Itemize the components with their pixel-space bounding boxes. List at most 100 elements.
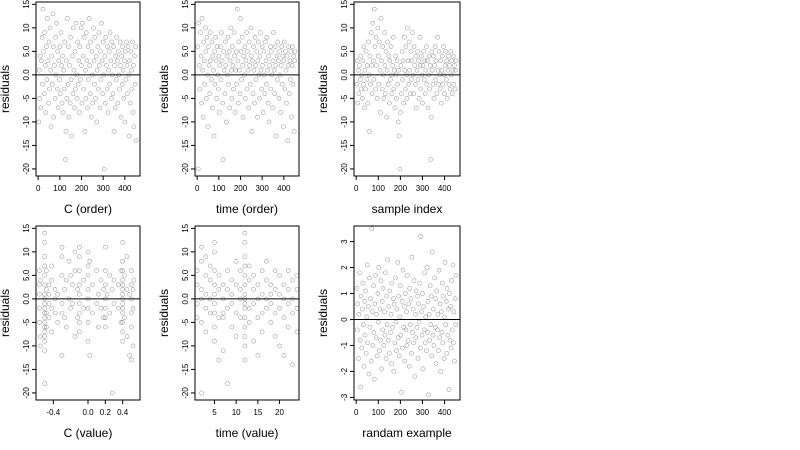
x-tick-label: 0.2 [100,408,112,417]
data-point [77,282,82,288]
data-point [444,286,450,291]
data-point [212,310,217,316]
data-point [52,296,58,302]
data-point [421,327,427,333]
data-point [119,81,125,87]
data-point [42,320,47,325]
data-point [195,166,201,172]
data-point [250,91,256,97]
data-point [259,291,265,297]
data-point [389,280,395,286]
data-point [55,49,60,54]
data-point [57,91,63,97]
data-point [111,44,116,49]
data-point [266,119,272,125]
data-point [443,322,448,327]
data-point [413,53,419,59]
data-point [74,96,80,101]
data-point [194,301,200,306]
data-point [427,86,432,92]
data-point [238,296,243,302]
data-point [404,72,409,78]
data-point [355,327,360,333]
data-point [380,286,386,291]
data-point [54,86,60,92]
data-point [399,91,404,97]
data-point [46,315,52,321]
y-tick-label: 0.0 [22,293,31,305]
data-point [205,124,211,129]
data-point [258,30,263,35]
y-tick-label: 1 [340,291,349,296]
x-tick-label: 0 [36,184,41,193]
data-point [415,293,420,299]
data-point [290,296,295,302]
scatter-panel: -20 -15 -10 -5 0.0 5.0 10 15 -0.4 0.0 0.2 0.4 C (val… [0,223,141,440]
data-point [415,356,421,361]
data-point [80,20,85,26]
data-point [105,44,110,49]
data-point [216,315,222,321]
data-point [203,329,209,335]
data-point [439,67,445,73]
data-point [382,63,388,68]
data-point [244,86,250,92]
data-point [232,110,238,115]
scatter-panel: -20 -15 -10 -5 0.0 5.0 10 15 0 100 200 300 400 sample… [316,0,461,216]
y-tick-label: 15 [22,0,31,9]
data-point [49,329,54,335]
data-point [253,63,258,68]
data-point [398,110,403,115]
data-point [229,96,235,101]
data-point [223,39,228,45]
data-point [44,324,49,330]
data-point [360,96,365,101]
data-point [431,306,436,312]
data-point [419,72,425,78]
data-point [94,268,99,273]
data-point [96,291,101,297]
data-point [277,343,282,349]
y-tick-label: -5 [22,94,31,102]
data-point [42,381,47,386]
x-tick-label: 0.0 [82,408,94,417]
data-point [369,63,374,68]
data-point [70,53,75,59]
data-point [292,58,297,64]
data-point [451,53,456,59]
data-point [425,299,431,304]
x-tick-label: 10 [232,408,241,417]
data-point [86,16,92,21]
data-point [77,310,82,316]
data-point [294,329,300,335]
data-point [122,58,127,64]
data-point [242,296,248,302]
data-point [357,270,362,276]
data-point [59,353,65,358]
data-point [369,309,375,315]
data-point [78,77,83,82]
data-point [396,67,401,73]
data-point [199,244,204,250]
data-point [224,119,229,125]
data-point [371,77,377,82]
data-point [60,110,66,115]
data-point [294,287,300,292]
data-point [277,49,282,54]
data-point [374,63,379,68]
data-point [98,77,104,82]
data-point [225,72,230,78]
data-point [195,44,201,49]
data-point [75,39,80,45]
scatter-panel: -3 -2 -1 0 1 2 3 0 100 200 300 400 randam example res… [316,225,461,440]
data-point [203,25,208,31]
data-point [256,72,262,78]
data-point [214,44,220,49]
data-point [452,86,458,92]
data-point [447,337,453,343]
data-point [396,293,401,299]
data-point [245,49,250,54]
y-tick-label: -5 [340,94,349,102]
data-point [227,105,232,111]
plot-frame [35,1,141,177]
